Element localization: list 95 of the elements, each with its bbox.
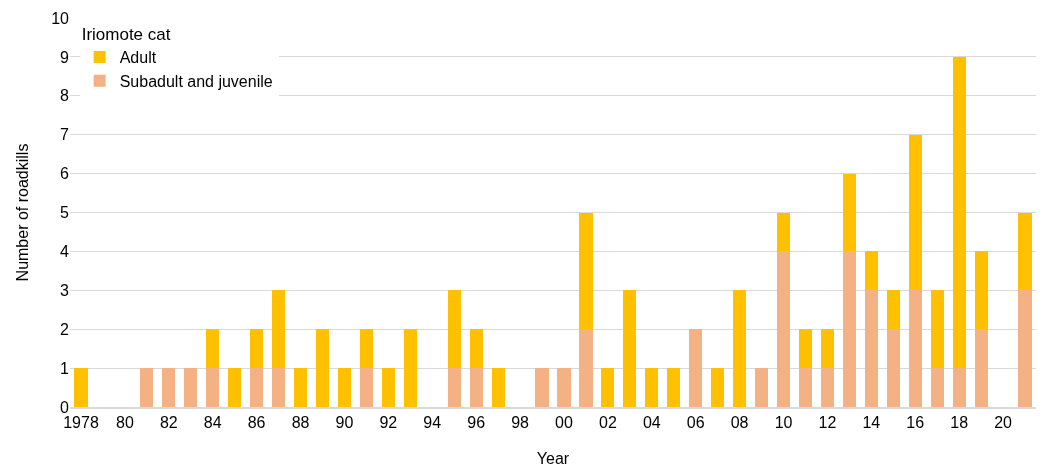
bar [162,368,176,407]
bar [908,134,922,291]
bar [535,368,549,407]
y-tick-label: 7 [60,126,70,144]
bar [820,329,835,369]
bar [315,329,330,407]
bar [798,329,813,369]
bar [886,329,900,407]
bar [293,368,308,407]
x-tick-label: 82 [159,414,178,432]
bar [842,251,856,407]
y-tick-label: 4 [60,243,70,260]
x-tick-label: 80 [115,414,134,432]
bar [820,368,835,407]
x-tick-label: 14 [862,414,881,432]
y-tick-label: 2 [60,320,70,338]
bar [1018,212,1032,291]
bar [469,329,483,369]
x-tick-label: 84 [203,414,222,432]
bar [864,251,878,291]
bar [184,368,198,407]
bar [579,212,593,330]
x-tick-label: 92 [379,414,398,432]
y-axis-title: Number of roadkills [14,143,31,282]
bar [1018,290,1032,407]
bar [491,368,505,407]
x-tick-label: 90 [335,414,354,432]
y-tick-label: 10 [51,9,70,27]
x-tick-label: 1978 [63,414,99,432]
bar [754,368,769,407]
bar [403,329,417,407]
y-tick-label: 6 [60,165,70,183]
y-tick-label: 9 [60,48,70,66]
bar [930,368,944,407]
bar [623,290,637,407]
bar [798,368,813,407]
bar [447,290,461,369]
x-tick-label: 08 [730,414,749,432]
bar [447,368,461,407]
bar [645,368,659,407]
bar [228,368,242,407]
bar [140,368,154,407]
bar [381,368,395,407]
bar [337,368,352,407]
y-tick-label: 3 [60,281,70,299]
bar [974,329,988,407]
bar [557,368,571,407]
bar [842,173,856,252]
bar [74,368,88,407]
bar [711,368,725,407]
y-tick-label: 1 [60,359,70,377]
bar [469,368,483,407]
legend-title: Iriomote cat [81,25,171,45]
legend-label: Subadult and juvenile [119,73,273,91]
bar [952,368,966,407]
bar [206,368,220,407]
bar [271,290,286,369]
x-tick-label: 98 [511,414,530,432]
y-tick-label: 5 [60,204,70,222]
bar [974,251,988,330]
x-tick-label: 18 [950,414,969,432]
x-tick-label: 96 [467,414,486,432]
x-tick-label: 10 [774,414,793,432]
legend-label: Adult [119,49,157,67]
bar [930,290,944,369]
bar [864,290,878,407]
bar [908,290,922,407]
bar [667,368,681,407]
x-tick-label: 12 [818,414,837,432]
bar [689,329,703,407]
bar [776,251,791,407]
x-axis-title: Year [536,450,570,467]
bar [250,329,264,369]
x-tick-label: 20 [994,414,1013,432]
x-tick-label: 00 [555,414,573,432]
x-tick-label: 16 [906,414,925,432]
bar [952,56,966,369]
bar [206,329,220,369]
bar [776,212,791,252]
x-tick-label: 04 [642,414,661,432]
x-tick-label: 02 [598,414,617,432]
bar [886,290,900,330]
bar [601,368,615,407]
x-tick-label: 94 [423,414,442,432]
bar [359,329,373,369]
bar [250,368,264,407]
bar [359,368,373,407]
y-tick-label: 0 [60,398,70,416]
x-tick-label: 06 [686,414,705,432]
bar [579,329,593,407]
x-tick-label: 88 [291,414,310,432]
y-tick-label: 8 [60,87,70,105]
bar [271,368,286,407]
bar [733,290,747,407]
x-tick-label: 86 [247,414,266,432]
